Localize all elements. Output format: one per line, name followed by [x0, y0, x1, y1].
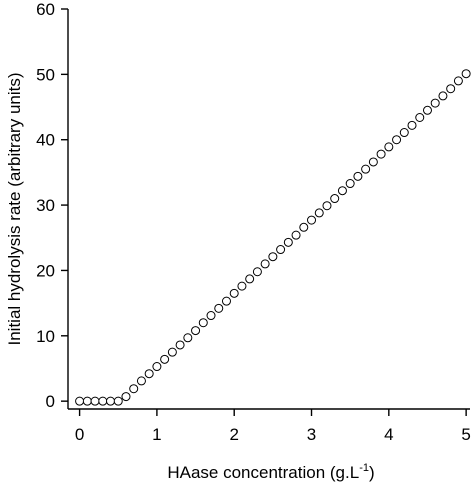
- y-tick-label: 60: [36, 0, 55, 19]
- data-point: [221, 296, 231, 306]
- data-point: [322, 201, 332, 211]
- data-point: [399, 128, 409, 138]
- data-point: [376, 149, 386, 159]
- data-point: [75, 396, 85, 406]
- data-point: [129, 384, 139, 394]
- x-axis-ticks: 0 1 2 3 4 5: [75, 409, 471, 444]
- data-point: [283, 237, 293, 247]
- data-point: [252, 267, 262, 277]
- y-tick-label: 50: [36, 65, 55, 84]
- data-point: [198, 318, 208, 328]
- x-tick-label: 0: [75, 425, 84, 444]
- data-point: [330, 194, 340, 204]
- data-point: [106, 396, 116, 406]
- data-point: [353, 171, 363, 181]
- x-tick-label: 1: [152, 425, 161, 444]
- data-point: [98, 396, 108, 406]
- data-point: [361, 164, 371, 174]
- x-axis-label-suffix: ): [369, 463, 375, 482]
- data-point: [90, 396, 100, 406]
- x-axis-label-superscript: -1: [359, 462, 369, 474]
- x-tick-label: 5: [461, 425, 470, 444]
- data-point: [113, 396, 123, 406]
- data-point: [268, 252, 278, 262]
- data-point: [299, 222, 309, 232]
- data-point: [430, 98, 440, 108]
- data-point: [175, 340, 185, 350]
- x-tick-label: 4: [384, 425, 393, 444]
- data-point: [191, 326, 201, 336]
- data-point: [121, 392, 131, 402]
- data-point: [461, 69, 471, 79]
- data-point: [229, 288, 239, 298]
- data-point: [368, 157, 378, 167]
- x-axis-label: HAase concentration (g.L-1): [167, 462, 374, 482]
- y-tick-label: 20: [36, 261, 55, 280]
- data-point: [345, 179, 355, 189]
- data-point: [206, 311, 216, 321]
- y-tick-label: 10: [36, 327, 55, 346]
- data-point: [453, 76, 463, 86]
- data-point: [245, 274, 255, 284]
- data-point: [276, 245, 286, 255]
- data-point: [82, 396, 92, 406]
- data-point: [291, 230, 301, 240]
- data-point: [446, 84, 456, 94]
- x-tick-label: 3: [307, 425, 316, 444]
- y-axis-ticks: 0 10 20 30 40 50 60: [36, 0, 68, 411]
- data-point: [136, 376, 146, 386]
- data-point: [152, 362, 162, 372]
- data-point: [422, 105, 432, 115]
- data-point: [314, 208, 324, 218]
- data-point: [237, 281, 247, 291]
- data-point: [260, 259, 270, 269]
- data-point: [438, 91, 448, 101]
- y-tick-label: 40: [36, 131, 55, 150]
- data-point: [407, 120, 417, 130]
- data-point: [183, 333, 193, 343]
- data-points: [75, 69, 471, 406]
- x-tick-label: 2: [229, 425, 238, 444]
- data-point: [307, 215, 317, 225]
- data-point: [384, 142, 394, 152]
- data-point: [392, 135, 402, 145]
- data-point: [167, 347, 177, 357]
- axes: [67, 9, 470, 410]
- y-axis-label: Initial hydrolysis rate (arbitrary units…: [5, 72, 24, 345]
- y-tick-label: 0: [46, 392, 55, 411]
- data-point: [144, 369, 154, 379]
- data-point: [337, 186, 347, 196]
- data-point: [214, 303, 224, 313]
- data-point: [415, 112, 425, 122]
- x-axis-label-main: HAase concentration (g.L: [167, 463, 359, 482]
- y-tick-label: 30: [36, 196, 55, 215]
- data-point: [160, 354, 170, 364]
